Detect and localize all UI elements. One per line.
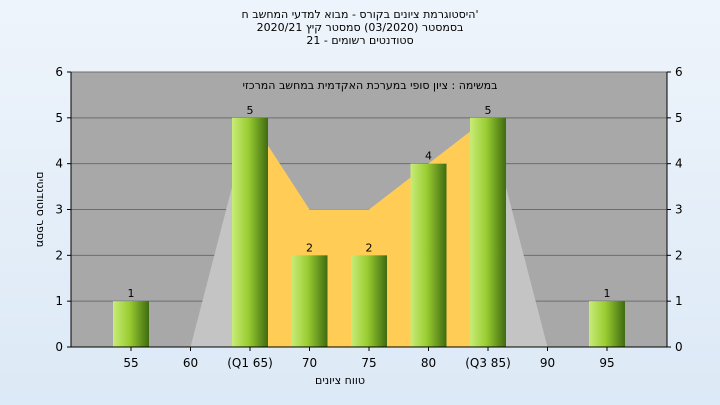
- chart-subtitle: במשימה : ציון סופי במערכת האקדמית במחשב …: [243, 79, 498, 92]
- x-tick-label: 60: [183, 356, 198, 370]
- y-tick-label-left: 6: [55, 65, 63, 79]
- bar: [589, 301, 625, 347]
- bar: [113, 301, 149, 347]
- chart-title-students: סטודנטים רשומים - 21: [306, 34, 414, 47]
- x-tick-label: 80: [421, 356, 436, 370]
- x-tick-label: 95: [599, 356, 614, 370]
- chart-title: היסטוגרמת ציונים בקורס - מבוא למדעי המחש…: [241, 8, 479, 21]
- y-tick-label-left: 2: [55, 248, 63, 262]
- data-label: 4: [425, 150, 432, 163]
- bars-group: 1 5 2 2 4 5 1: [113, 104, 625, 347]
- x-tick-label: (Q1 65): [227, 356, 273, 370]
- x-tick-label: 70: [302, 356, 317, 370]
- x-tick-label: 55: [123, 356, 138, 370]
- y-axis-label: מספר סטודנטים: [34, 172, 47, 248]
- bar: [351, 255, 387, 347]
- y-tick-label-right: 4: [675, 157, 683, 171]
- bar: [232, 117, 268, 347]
- chart-title-semester: בסמסטר (03/2020) סמסטר קיץ 2020/21: [256, 21, 464, 34]
- bar: [291, 255, 328, 347]
- bar: [470, 117, 506, 347]
- y-tick-label-right: 6: [675, 65, 683, 79]
- y-tick-label-right: 3: [675, 203, 683, 217]
- chart-titles: היסטוגרמת ציונים בקורס - מבוא למדעי המחש…: [0, 8, 720, 47]
- x-axis-label: טווח ציונים: [315, 374, 365, 387]
- data-label: 2: [366, 241, 373, 254]
- y-tick-label-left: 3: [55, 203, 63, 217]
- y-tick-label-right: 5: [675, 111, 683, 125]
- y-tick-label-left: 4: [55, 157, 63, 171]
- data-label: 1: [128, 287, 135, 300]
- data-label: 5: [247, 104, 254, 117]
- y-tick-label-right: 1: [675, 294, 683, 308]
- x-tick-label: 90: [540, 356, 555, 370]
- data-label: 5: [485, 104, 492, 117]
- data-label: 1: [604, 287, 611, 300]
- y-tick-label-left: 5: [55, 111, 63, 125]
- y-tick-label-left: 0: [55, 340, 63, 354]
- x-tick-label: (Q3 85): [465, 356, 511, 370]
- data-label: 2: [306, 241, 313, 254]
- y-tick-label-left: 1: [55, 294, 63, 308]
- x-tick-label: 75: [361, 356, 376, 370]
- bar: [410, 163, 447, 347]
- y-tick-label-right: 2: [675, 248, 683, 262]
- y-tick-label-right: 0: [675, 340, 683, 354]
- axes: 0 01 12 23 34 45 56 655 60 (Q1 65) 70 75 80 (Q3 85) 90…: [55, 65, 682, 370]
